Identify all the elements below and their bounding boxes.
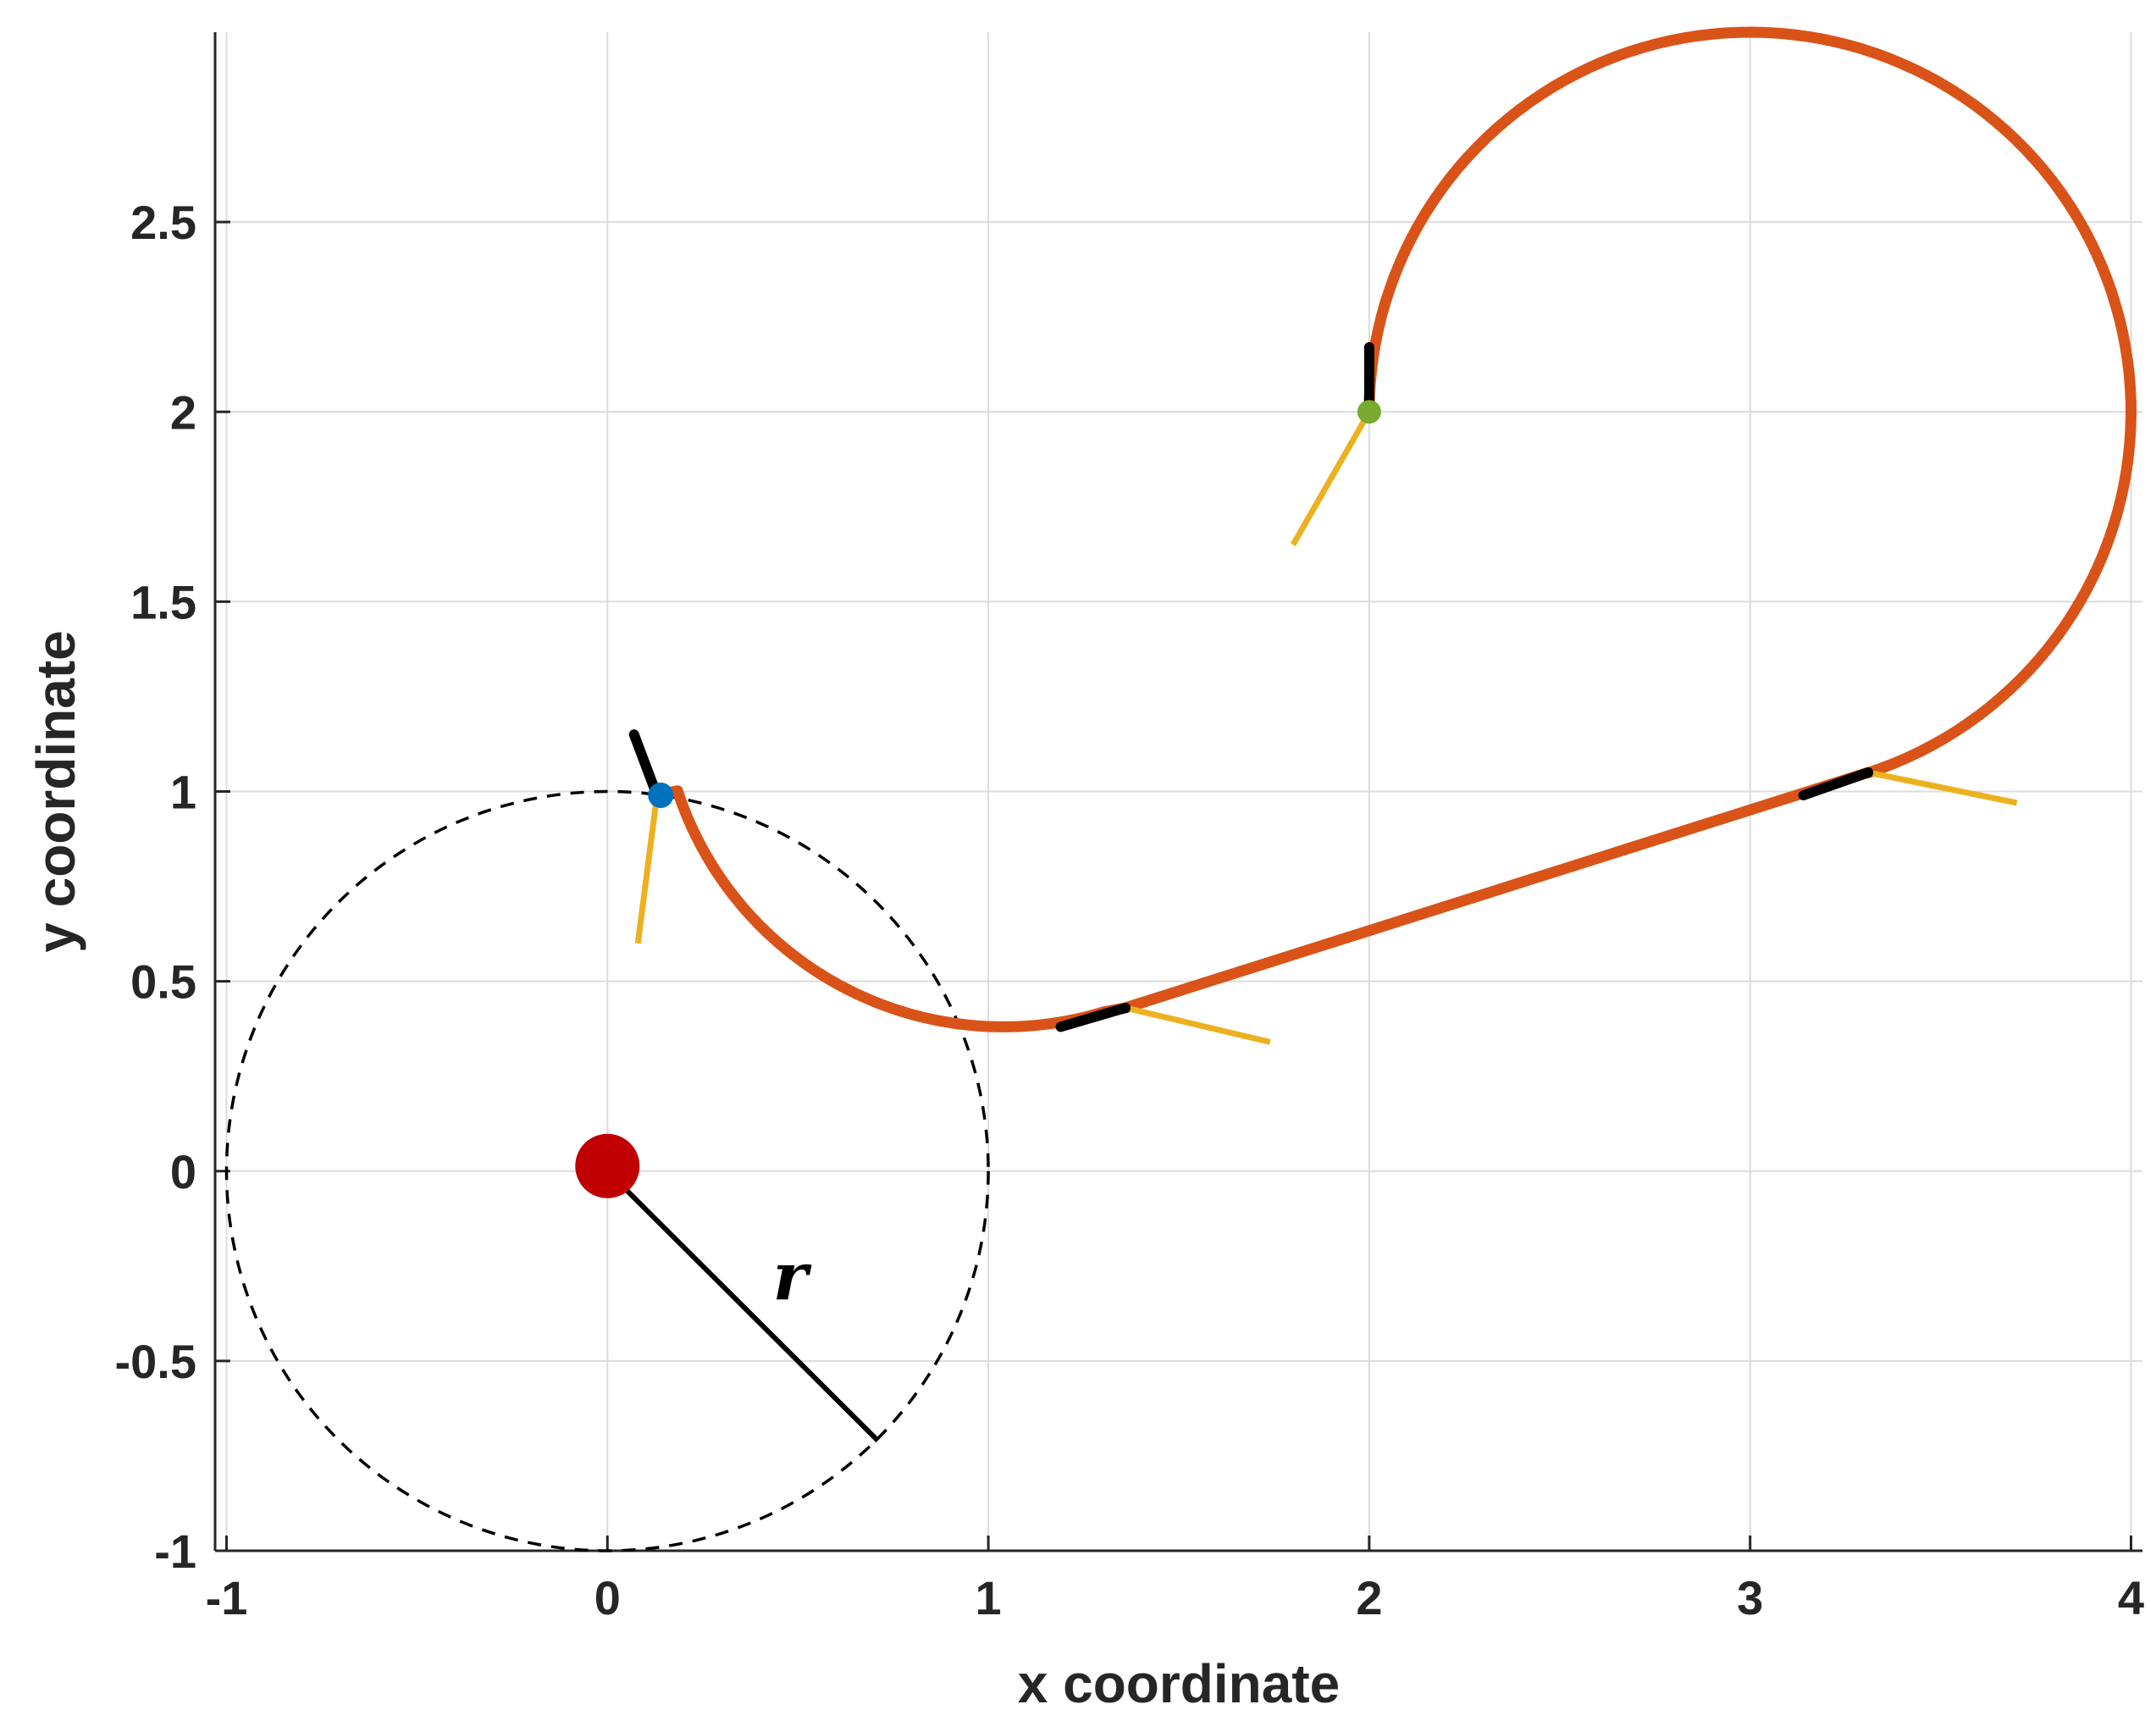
y-ticks: -1 -0.5 0 0.5 1 1.5 2 2.5 (115, 196, 230, 1578)
y-tick-label: 0.5 (130, 955, 196, 1009)
y-tick-label: -0.5 (115, 1335, 197, 1388)
x-tick-label: 1 (976, 1571, 1002, 1624)
x-axis-label: x coordinate (1018, 1653, 1341, 1714)
y-tick-label: -1 (154, 1525, 196, 1578)
series-layer (224, 26, 2137, 1552)
x-tick-label: -1 (206, 1571, 248, 1624)
x-ticks: -1 0 1 2 3 4 (206, 1536, 2144, 1624)
y-tick-label: 1.5 (130, 575, 196, 628)
marker-end (1357, 400, 1381, 424)
radius-line (605, 1169, 880, 1443)
radius-annotation: r (773, 1238, 812, 1315)
marker-start (648, 782, 674, 808)
y-axis-label: y coordinate (25, 630, 86, 953)
y-tick-label: 0 (170, 1145, 196, 1198)
steering-segment (1125, 1004, 1271, 1045)
y-tick-label: 1 (170, 766, 196, 819)
steering-segment (1867, 769, 2018, 806)
marker-junction2 (1863, 767, 1874, 778)
steering-segment (1290, 410, 1372, 546)
x-tick-label: 2 (1356, 1571, 1382, 1624)
obstacle-point (575, 1133, 640, 1198)
steering-segment (634, 794, 661, 944)
x-tick-label: 3 (1737, 1571, 1763, 1624)
heading-segment (1055, 1003, 1131, 1032)
x-tick-label: 4 (2118, 1571, 2144, 1624)
y-tick-label: 2 (170, 385, 196, 439)
x-tick-label: 0 (594, 1571, 621, 1624)
dashed-circle (224, 789, 990, 1552)
y-tick-label: 2.5 (130, 196, 196, 249)
marker-junction1 (1120, 1003, 1131, 1014)
heading-segment (1798, 767, 1874, 800)
